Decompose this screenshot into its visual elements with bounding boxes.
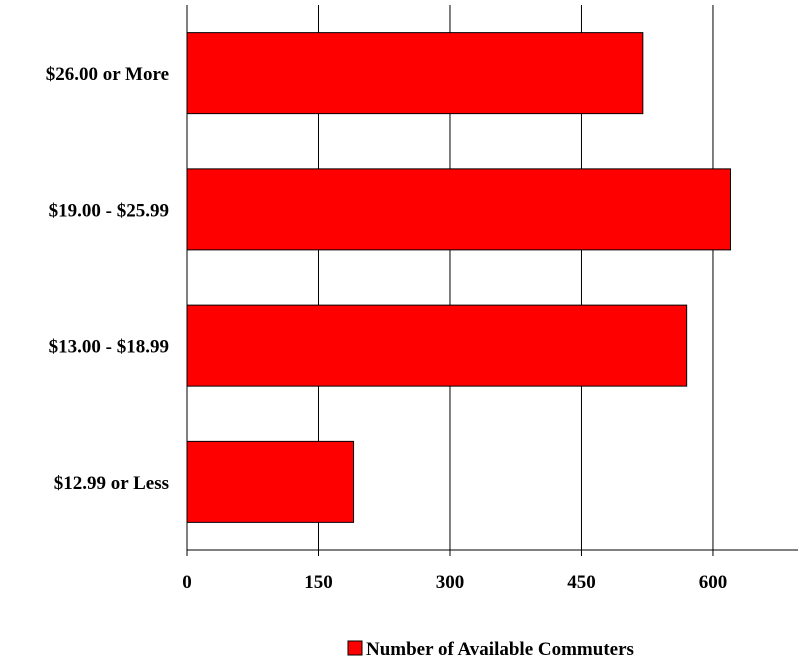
bar	[186, 168, 732, 251]
x-tick-label-450: 450	[567, 572, 596, 593]
bar	[186, 32, 644, 115]
bar	[186, 440, 355, 523]
legend-label: Number of Available Commuters	[366, 639, 634, 660]
legend: Number of Available Commuters	[347, 639, 634, 660]
x-tick-label-0: 0	[182, 572, 192, 593]
bars	[186, 32, 732, 523]
x-tick-label-150: 150	[304, 572, 333, 593]
category-label: $13.00 - $18.99	[49, 337, 169, 358]
x-tick-label-300: 300	[436, 572, 465, 593]
legend-swatch	[347, 640, 363, 656]
axes	[186, 5, 798, 551]
x-ticks: 0 150 300 450 600	[182, 550, 727, 593]
category-labels: $26.00 or More $19.00 - $25.99 $13.00 - $1…	[46, 64, 169, 494]
bar	[186, 304, 688, 387]
category-label: $12.99 or Less	[54, 473, 169, 494]
x-tick-label-600: 600	[699, 572, 728, 593]
category-label: $19.00 - $25.99	[49, 200, 169, 221]
category-label: $26.00 or More	[46, 64, 169, 85]
